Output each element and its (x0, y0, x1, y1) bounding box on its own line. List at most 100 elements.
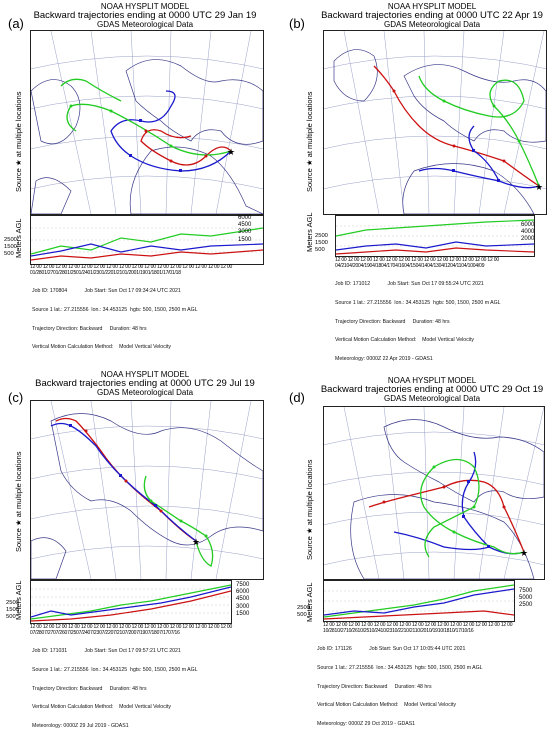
y-right-tick: 6000 (236, 589, 250, 596)
model-name: NOAA HYSPLIT MODEL (387, 2, 477, 11)
info-line: Vertical Motion Calculation Method: Mode… (32, 704, 171, 711)
star-icon: ★ (535, 182, 543, 192)
panel-label: (d) (289, 390, 305, 405)
panel-title: Backward trajectories ending at 0000 UTC… (320, 384, 544, 395)
model-name: NOAA HYSPLIT MODEL (100, 370, 190, 379)
map-graticule (31, 31, 263, 214)
info-line: Job ID: 170804 Job Start: Sun Oct 17 09:… (32, 288, 181, 295)
y-right-tick: 4000 (521, 229, 535, 236)
y-left-ticks: 2500 500 (297, 605, 310, 619)
trajectory-map: ★ (30, 400, 264, 580)
y-left-ticks: 2500 1500 500 (315, 233, 328, 254)
source-label: Source ★ at multiple locations (305, 91, 314, 192)
info-line: Meteorology: 0000Z 29 Jul 2019 - GDAS1 (32, 722, 129, 729)
y-left-tick: 1500 (6, 607, 19, 613)
height-plot (30, 580, 232, 624)
job-info: Job ID: 171031 Job Start: Sun Oct 17 09:… (32, 636, 198, 741)
y-right-tick: 2000 (521, 236, 535, 243)
height-blue (31, 243, 263, 257)
y-right-ticks: 6000 4000 2000 (521, 222, 534, 244)
y-left-ticks: 2500 1500 500 (4, 237, 17, 258)
map-svg: ★ (324, 407, 544, 579)
panel-subtitle: GDAS Meteorological Data (383, 20, 481, 29)
panel-subtitle: GDAS Meteorological Data (96, 20, 194, 29)
coastlines (31, 413, 263, 579)
panel-d: (d) NOAA HYSPLIT MODEL Backward trajecto… (275, 360, 550, 727)
panel-header: NOAA HYSPLIT MODEL Backward trajectories… (30, 370, 260, 397)
y-right-tick: 5000 (519, 595, 533, 602)
info-line: Job ID: 171126 Job Start: Sun Oct 17 10:… (317, 646, 466, 653)
height-red (336, 247, 534, 255)
date-ticks: 04/2104/2004/1904/1804/1704/1604/1504/14… (335, 263, 485, 269)
date-ticks: 07/2807/2707/2607/2507/2407/2307/2207/21… (30, 630, 180, 636)
job-info: Job ID: 171012 Job Start: Sun Oct 17 09:… (335, 269, 501, 374)
y-right-tick: 7500 (519, 588, 533, 594)
trajectory-map: ★ (323, 406, 545, 580)
panel-subtitle: GDAS Meteorological Data (96, 388, 194, 397)
y-right-ticks: 7500 6000 4500 3000 1500 (236, 582, 249, 618)
star-icon: ★ (192, 537, 200, 547)
source-label: Source ★ at multiple locations (14, 91, 23, 192)
time-ticks: 12 00 12 00 12 00 12 00 12 00 12 00 12 0… (335, 257, 499, 263)
time-ticks: 12 00 12 00 12 00 12 00 12 00 12 00 12 0… (30, 264, 233, 270)
info-line: Trajectory Direction: Backward Duration:… (32, 325, 147, 332)
y-left-tick: 500 (6, 614, 16, 620)
y-right-ticks: 7500 5000 2500 (519, 588, 532, 610)
panel-label: (b) (289, 16, 305, 31)
trajectory-blue (110, 90, 232, 172)
height-red (31, 590, 231, 622)
panel-c: (c) NOAA HYSPLIT MODEL Backward trajecto… (0, 360, 275, 729)
star-icon: ★ (520, 548, 528, 558)
source-label: Source ★ at multiple locations (305, 459, 314, 560)
panel-header: NOAA HYSPLIT MODEL Backward trajectories… (30, 2, 260, 29)
map-svg: ★ (31, 31, 263, 214)
panel-header: NOAA HYSPLIT MODEL Backward trajectories… (317, 2, 547, 29)
job-info: Job ID: 171126 Job Start: Sun Oct 17 10:… (317, 634, 483, 739)
y-right-tick: 3000 (238, 229, 252, 236)
trajectory-markers (382, 465, 506, 548)
coastlines (31, 59, 263, 214)
star-icon: ★ (227, 147, 235, 157)
map-svg: ★ (324, 31, 546, 214)
y-left-tick: 500 (4, 251, 14, 257)
y-right-tick: 3000 (236, 603, 250, 610)
info-line: Meteorology: 0000Z 22 Apr 2019 - GDAS1 (335, 355, 433, 362)
y-left-tick: 1500 (315, 240, 328, 246)
time-ticks: 12 00 12 00 12 00 12 00 12 00 12 00 12 0… (30, 624, 233, 630)
height-green (31, 584, 231, 620)
info-line: Trajectory Direction: Backward Duration:… (32, 685, 147, 692)
y-left-tick: 2500 (315, 233, 328, 239)
y-right-tick: 4500 (236, 596, 250, 603)
trajectory-map: ★ (323, 30, 547, 215)
date-ticks: 10/2810/2710/2610/2510/2410/2310/2210/21… (323, 628, 474, 634)
height-blue (324, 588, 514, 616)
info-line: Vertical Motion Calculation Method: Mode… (317, 702, 456, 709)
y-left-ticks: 2500 1500 500 (6, 600, 19, 621)
y-left-tick: 500 (297, 612, 307, 618)
height-svg (336, 219, 534, 255)
info-line: Trajectory Direction: Backward Duration:… (317, 683, 432, 690)
trajectory-markers (392, 89, 521, 182)
height-plot (323, 580, 515, 622)
trajectory-markers (69, 104, 208, 172)
height-plot (335, 215, 535, 257)
y-right-tick: 6000 (521, 222, 535, 228)
panel-label: (c) (8, 390, 24, 405)
map-graticule (324, 407, 544, 579)
panel-subtitle: GDAS Meteorological Data (383, 394, 481, 403)
panel-title: Backward trajectories ending at 0000 UTC… (35, 378, 255, 389)
trajectory-blue (50, 422, 197, 542)
trajectory-red (373, 65, 540, 187)
height-green (31, 227, 263, 255)
height-blue (31, 586, 231, 618)
date-ticks: 01/2801/2701/2801/2501/2401/2301/2201/21… (30, 270, 181, 276)
height-red (31, 249, 263, 261)
y-right-tick: 2500 (519, 602, 533, 609)
y-right-tick: 7500 (236, 582, 250, 588)
info-line: Vertical Motion Calculation Method: Mode… (335, 337, 474, 344)
trajectory-green (143, 475, 214, 567)
info-line: Source 1 lat.: 27.215556 lon.: 34.453125… (317, 665, 483, 672)
height-green (324, 584, 514, 618)
trajectory-red (140, 129, 232, 166)
map-graticule (324, 31, 546, 214)
